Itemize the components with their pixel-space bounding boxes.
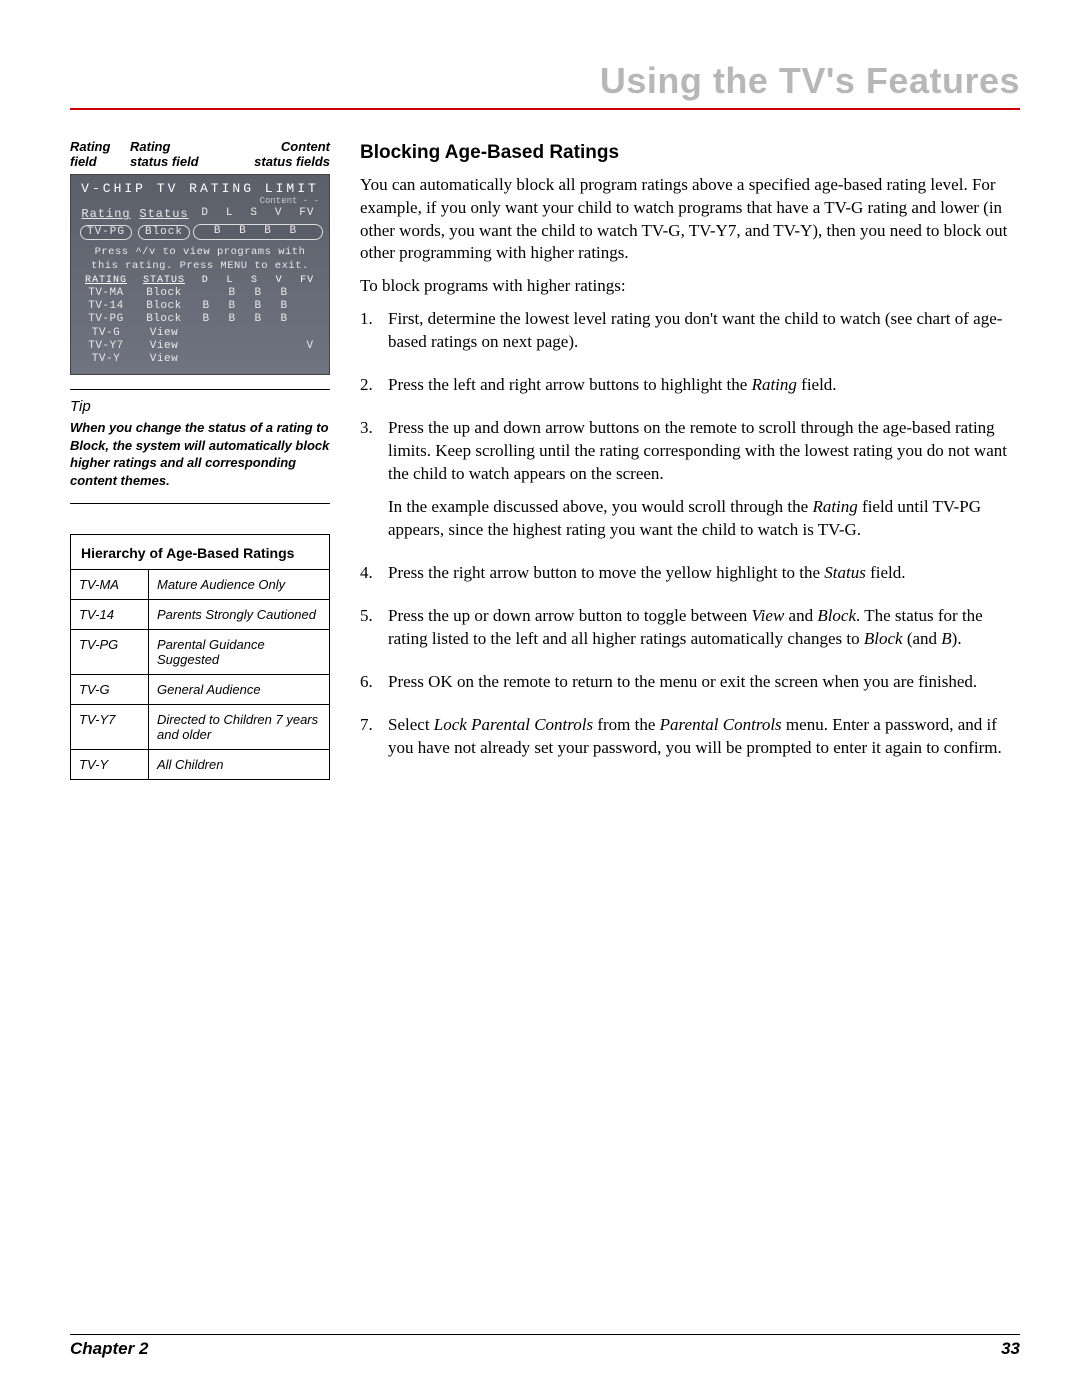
table-row: TV-GGeneral Audience <box>71 674 329 704</box>
label-rating-field-1: Rating <box>70 139 110 154</box>
tv-msg2: this rating. Press MENU to exit. <box>77 260 323 275</box>
tv-screenshot: V-CHIP TV RATING LIMIT Content - - Ratin… <box>70 174 330 375</box>
field-labels: Rating field Rating status field Content… <box>70 140 330 170</box>
step-2: Press the left and right arrow buttons t… <box>388 374 1020 397</box>
tv-subtitle: Content - - <box>77 196 323 207</box>
cc-v: V <box>275 207 283 221</box>
label-rating-field-2: field <box>70 154 97 169</box>
hc-d: D <box>202 275 209 287</box>
hc-s: S <box>251 275 258 287</box>
table-row: TV-PGParental Guidance Suggested <box>71 629 329 674</box>
step-3a: Press the up and down arrow buttons on t… <box>388 417 1020 486</box>
hc-fv: FV <box>300 275 314 287</box>
footer-page: 33 <box>1001 1339 1020 1359</box>
tip-heading: Tip <box>70 398 330 415</box>
tv-h-status: Status <box>135 207 193 221</box>
cc-s: S <box>250 207 258 221</box>
page-footer: Chapter 2 33 <box>70 1334 1020 1359</box>
label-content-field-2: status fields <box>254 154 330 169</box>
tv-ccols: D L S V FV <box>193 207 323 221</box>
step-4: Press the right arrow button to move the… <box>388 562 1020 585</box>
step-num: 4. <box>360 562 388 595</box>
sel-status-pill: Block <box>138 225 190 240</box>
right-column: Blocking Age-Based Ratings You can autom… <box>360 140 1020 780</box>
hier-header: Hierarchy of Age-Based Ratings <box>71 535 329 570</box>
page-title: Using the TV's Features <box>70 60 1020 102</box>
step-1: First, determine the lowest level rating… <box>388 308 1020 354</box>
label-status-field-2: status field <box>130 154 199 169</box>
section-heading: Blocking Age-Based Ratings <box>360 140 1020 166</box>
left-column: Rating field Rating status field Content… <box>70 140 330 780</box>
hc-l: L <box>226 275 233 287</box>
intro-para: You can automatically block all program … <box>360 174 1020 266</box>
step-6: Press OK on the remote to return to the … <box>388 671 1020 694</box>
cc-d: D <box>201 207 209 221</box>
tv-h-rating: Rating <box>77 207 135 221</box>
tv-list: TV-MABlock BBB TV-14BlockBBBB TV-PGBlock… <box>77 287 323 366</box>
step-num: 7. <box>360 714 388 770</box>
cc-l: L <box>226 207 234 221</box>
table-row: TV-YAll Children <box>71 749 329 779</box>
page-header: Using the TV's Features <box>70 60 1020 110</box>
tv-row: TV-Y7View V <box>77 340 323 353</box>
tv-msg1: Press ^/v to view programs with <box>77 243 323 261</box>
tv-title: V-CHIP TV RATING LIMIT <box>77 181 323 197</box>
cc-fv: FV <box>299 207 314 221</box>
lead-para: To block programs with higher ratings: <box>360 275 1020 298</box>
label-content-field-1: Content <box>281 139 330 154</box>
sel-cols-pill: B B B B <box>193 224 323 240</box>
tv-row: TV-GView <box>77 327 323 340</box>
tv-row: TV-14BlockBBBB <box>77 300 323 313</box>
content: Rating field Rating status field Content… <box>70 140 1020 780</box>
step-num: 2. <box>360 374 388 407</box>
table-row: TV-MAMature Audience Only <box>71 570 329 599</box>
label-status-field-1: Rating <box>130 139 170 154</box>
steps-list: 1.First, determine the lowest level rati… <box>360 308 1020 769</box>
hc-v: V <box>276 275 283 287</box>
table-row: TV-14Parents Strongly Cautioned <box>71 599 329 629</box>
step-5: Press the up or down arrow button to tog… <box>388 605 1020 651</box>
step-num: 6. <box>360 671 388 704</box>
tv-row: TV-MABlock BBB <box>77 287 323 300</box>
step-num: 5. <box>360 605 388 661</box>
hierarchy-table: Hierarchy of Age-Based Ratings TV-MAMatu… <box>70 534 330 780</box>
step-num: 3. <box>360 417 388 552</box>
step-7: Select Lock Parental Controls from the P… <box>388 714 1020 760</box>
tip-body: When you change the status of a rating t… <box>70 419 330 489</box>
table-row: TV-Y7Directed to Children 7 years and ol… <box>71 704 329 749</box>
sel-rating-pill: TV-PG <box>80 225 132 240</box>
footer-chapter: Chapter 2 <box>70 1339 148 1359</box>
step-3b: In the example discussed above, you woul… <box>388 496 1020 542</box>
tv-row: TV-YView <box>77 353 323 366</box>
step-num: 1. <box>360 308 388 364</box>
tv-row: TV-PGBlockBBBB <box>77 313 323 326</box>
tv-hdr-rating: RATING <box>77 275 135 287</box>
tv-hdr-status: STATUS <box>135 275 193 287</box>
